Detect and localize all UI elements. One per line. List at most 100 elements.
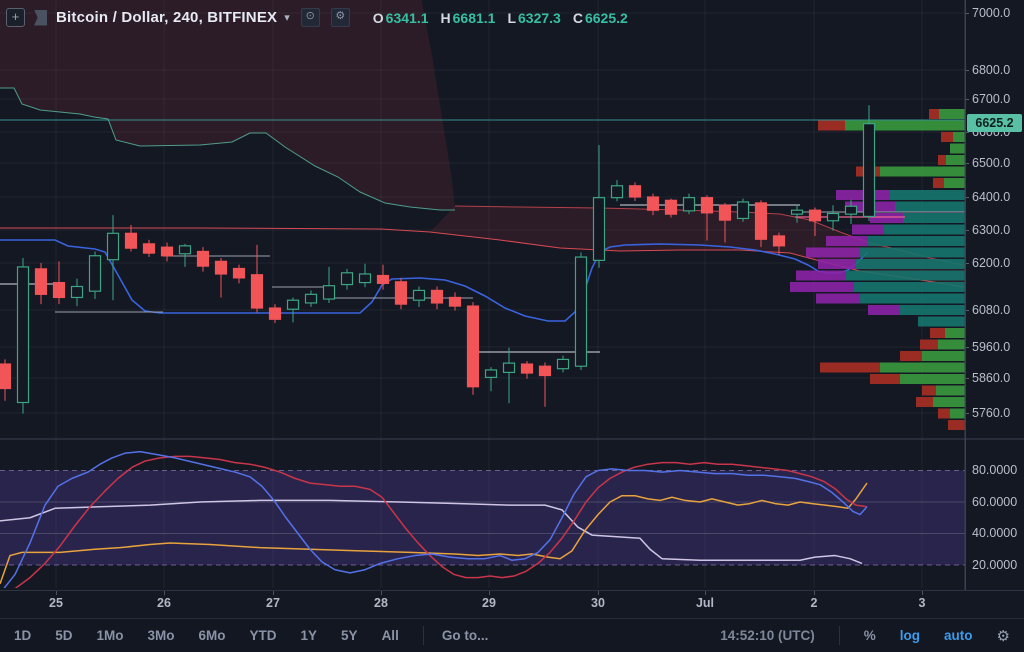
profile-bar [816,293,860,304]
goto-button[interactable]: Go to... [441,628,489,643]
candle-body [556,358,570,370]
candle-body [124,232,138,249]
profile-bar [950,408,965,419]
candle-body [466,305,480,388]
profile-bar [950,143,965,154]
time-tick-mark [489,591,490,595]
range-button-5y[interactable]: 5Y [341,628,358,643]
range-button-1y[interactable]: 1Y [300,628,318,643]
candle-body [520,363,534,374]
exchange-logo-icon [34,9,47,26]
indicator-pane [0,450,965,588]
profile-bar [846,270,965,281]
candle-body [52,281,66,299]
profile-bar [946,155,965,165]
candle-body [772,235,786,247]
range-button-1mo[interactable]: 1Mo [96,628,124,643]
oscillator-line-white [0,499,863,565]
profile-bar [796,270,846,281]
clock-readout[interactable]: 14:52:10 (UTC) [720,628,815,643]
candle-body [142,243,156,254]
candle-body [808,209,822,222]
chart-legend: + Bitcoin / Dollar, 240, BITFINEX ▾ ⊙ ⚙ … [6,8,628,27]
range-button-6mo[interactable]: 6Mo [198,628,226,643]
candle-body [592,197,606,261]
candle-body [736,201,750,220]
profile-bar [900,305,965,315]
candle-body [664,199,678,215]
profile-bar [929,109,939,119]
candle-body [70,285,84,299]
time-tick-mark [381,591,382,595]
candle-body [538,365,552,377]
candle-body [376,274,390,284]
profile-bar [826,236,868,246]
bottom-toolbar: 1D 5D 1Mo 3Mo 6Mo YTD 1Y 5Y All Go to... 14:52:1… [0,618,1024,652]
profile-bar [790,282,854,292]
profile-bar [933,178,944,188]
profile-bar [948,420,965,430]
kijun-line [0,239,869,322]
range-button-1d[interactable]: 1D [14,628,32,643]
profile-bar [818,120,845,131]
time-tick-mark [273,591,274,595]
candle-body [214,260,228,275]
profile-bar [860,247,965,258]
candle-body [178,245,192,255]
visibility-eye-icon[interactable]: ⊙ [300,8,320,27]
profile-bar [880,166,965,177]
open-label: O [372,9,384,26]
candle-body [106,232,120,261]
profile-bar [939,109,965,119]
time-tick-label: 26 [157,596,171,610]
time-tick-label: 27 [266,596,280,610]
time-tick-label: 28 [374,596,388,610]
range-button-5d[interactable]: 5D [55,628,73,643]
toolbar-divider [838,626,840,645]
auto-scale-button[interactable]: auto [944,628,973,643]
candle-body [304,293,318,304]
time-scale[interactable]: 25 26 27 28 29 30 Jul 2 3 [0,590,1024,619]
profile-bar [900,374,965,384]
indicator-settings-gear-icon[interactable]: ⚙ [330,8,350,27]
symbol-title[interactable]: Bitcoin / Dollar, 240, BITFINEX [56,9,278,26]
low-value: 6327.3 [518,9,561,26]
profile-bar [820,362,880,373]
range-button-3mo[interactable]: 3Mo [147,628,175,643]
time-tick-mark [56,591,57,595]
settings-gear-icon[interactable]: ⚙ [996,627,1010,645]
candle-body [16,266,30,404]
time-tick-label: Jul [695,596,715,610]
profile-bar [938,408,950,419]
log-scale-button[interactable]: log [899,628,921,643]
candle-body [250,274,264,309]
profile-bar [918,316,965,327]
high-value: 6681.1 [452,9,496,26]
range-button-ytd[interactable]: YTD [249,628,277,643]
range-buttons: 1D 5D 1Mo 3Mo 6Mo YTD 1Y 5Y All [14,628,423,643]
grid-plus-icon[interactable]: + [6,8,25,27]
oscillator-line-blue [3,450,868,588]
candle-body [340,272,354,286]
low-label: L [507,9,517,26]
candle-body [718,204,732,221]
time-tick-mark [598,591,599,595]
percent-scale-button[interactable]: % [863,628,876,643]
oscillator-band [0,470,965,565]
candle-body [502,362,516,374]
price-scale[interactable]: 6625.2 [965,0,1024,590]
profile-bar [938,339,965,350]
chevron-down-icon[interactable]: ▾ [284,12,290,24]
profile-bar [852,224,884,235]
time-tick-label: 2 [810,596,818,610]
range-button-all[interactable]: All [381,628,399,643]
candle-body [322,285,336,300]
time-tick-label: 29 [482,596,496,610]
profile-bar [845,120,965,131]
candle-body [268,307,282,320]
candle-body [88,255,102,292]
candle-body [628,185,642,198]
profile-bar [922,351,965,361]
candle-body [34,268,48,295]
